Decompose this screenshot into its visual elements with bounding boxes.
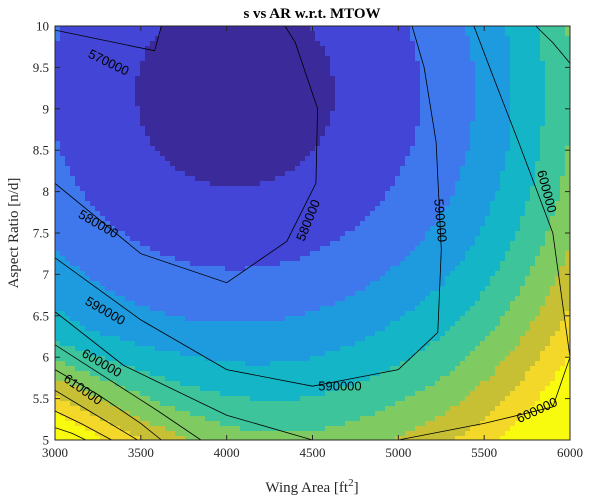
contour-fill-regions bbox=[55, 26, 570, 440]
contour-line-610000 bbox=[55, 344, 202, 440]
y-axis-label: Aspect Ratio [n/d] bbox=[6, 178, 22, 289]
contour-line-580000 bbox=[55, 26, 319, 284]
contour-label: 590000 bbox=[318, 378, 361, 393]
contour-line-640000 bbox=[55, 410, 112, 440]
contour-line-620000 bbox=[55, 369, 162, 440]
contour-label: 590000 bbox=[431, 198, 450, 243]
y-tick-label: 6 bbox=[43, 350, 50, 365]
y-tick-label: 9 bbox=[43, 101, 50, 116]
contour-line-630000 bbox=[55, 389, 138, 440]
x-tick-label: 4000 bbox=[214, 445, 240, 460]
contour-line-570000 bbox=[55, 26, 162, 52]
y-axis-ticks: 5 5.5 6 6.5 7 7.5 8 8.5 9 9.5 10 bbox=[33, 19, 570, 448]
contour-line-650000 bbox=[55, 427, 87, 440]
y-tick-label: 6.5 bbox=[33, 308, 49, 323]
x-axis-ticks: 3000 3500 4000 4500 5000 5500 6000 bbox=[42, 26, 583, 460]
y-tick-label: 5 bbox=[43, 433, 50, 448]
x-tick-label: 5500 bbox=[471, 445, 497, 460]
y-tick-label: 5.5 bbox=[33, 391, 49, 406]
x-tick-label: 4500 bbox=[300, 445, 326, 460]
x-tick-label: 6000 bbox=[557, 445, 583, 460]
contour-line-600000 bbox=[55, 26, 570, 440]
x-axis-label: Wing Area [ft2] bbox=[265, 477, 358, 496]
y-tick-label: 8.5 bbox=[33, 143, 49, 158]
x-tick-label: 3500 bbox=[128, 445, 154, 460]
y-tick-label: 8 bbox=[43, 184, 50, 199]
x-tick-label: 5000 bbox=[385, 445, 411, 460]
chart-title: s vs AR w.r.t. MTOW bbox=[243, 6, 380, 22]
contour-lines bbox=[55, 26, 570, 440]
contour-line-590000 bbox=[55, 26, 442, 387]
contour-line-600000 bbox=[535, 26, 570, 64]
y-tick-label: 10 bbox=[36, 19, 49, 34]
y-tick-label: 7 bbox=[43, 267, 50, 282]
y-tick-label: 9.5 bbox=[33, 60, 49, 75]
x-tick-label: 3000 bbox=[42, 445, 68, 460]
y-tick-label: 7.5 bbox=[33, 226, 49, 241]
